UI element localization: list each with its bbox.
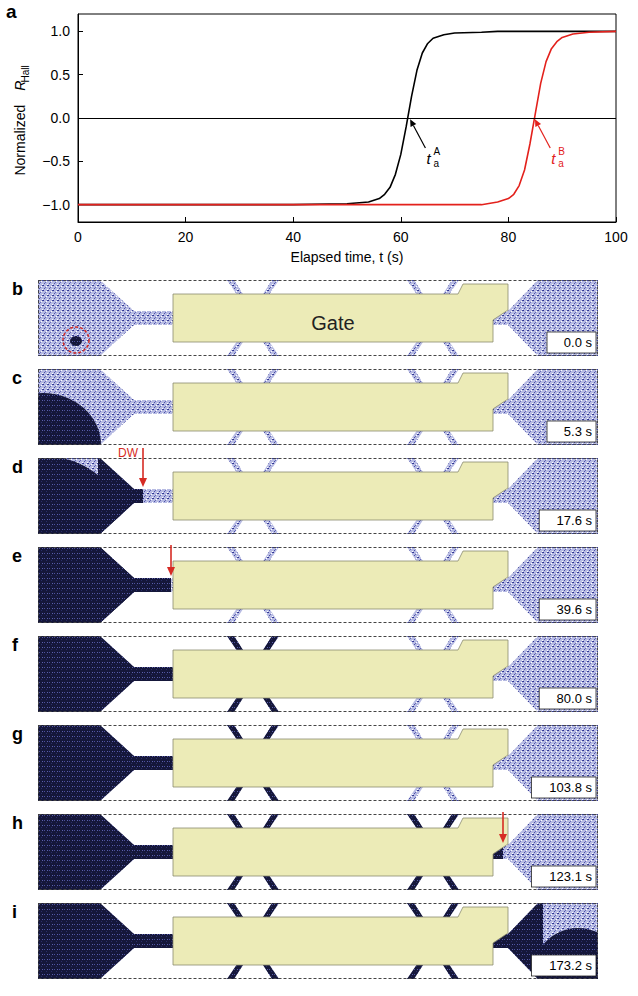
svg-text:h: h <box>12 813 23 833</box>
svg-text:−0.5: −0.5 <box>42 153 70 169</box>
svg-text:a: a <box>558 158 564 169</box>
svg-text:0.0 s: 0.0 s <box>564 335 593 350</box>
svg-text:0: 0 <box>74 229 82 245</box>
svg-text:g: g <box>12 724 23 744</box>
svg-text:i: i <box>12 902 17 922</box>
svg-text:0.5: 0.5 <box>51 67 71 83</box>
svg-text:1.0: 1.0 <box>51 23 71 39</box>
svg-text:e: e <box>12 546 22 566</box>
svg-text:39.6 s: 39.6 s <box>557 602 593 617</box>
svg-text:103.8 s: 103.8 s <box>549 780 592 795</box>
svg-text:t: t <box>551 150 556 167</box>
svg-text:20: 20 <box>178 229 194 245</box>
svg-text:B: B <box>558 146 565 157</box>
svg-text:A: A <box>433 146 440 157</box>
svg-text:173.2 s: 173.2 s <box>549 958 592 973</box>
svg-text:R: R <box>12 80 28 91</box>
svg-text:a: a <box>6 1 17 22</box>
svg-text:100: 100 <box>604 229 628 245</box>
svg-text:t: t <box>426 150 431 167</box>
svg-text:Elapsed time, t (s): Elapsed time, t (s) <box>291 249 404 265</box>
svg-text:123.1 s: 123.1 s <box>549 869 592 884</box>
svg-text:40: 40 <box>285 229 301 245</box>
svg-text:d: d <box>12 457 23 477</box>
svg-text:5.3 s: 5.3 s <box>564 424 593 439</box>
svg-text:Hall: Hall <box>20 65 31 82</box>
svg-text:Normalized: Normalized <box>12 105 28 176</box>
svg-text:c: c <box>12 368 22 388</box>
svg-text:b: b <box>12 279 23 299</box>
svg-text:0.0: 0.0 <box>51 110 71 126</box>
svg-text:17.6 s: 17.6 s <box>557 513 593 528</box>
svg-text:DW: DW <box>118 446 139 460</box>
svg-text:−1.0: −1.0 <box>42 197 70 213</box>
svg-text:80.0 s: 80.0 s <box>557 691 593 706</box>
svg-text:f: f <box>12 635 19 655</box>
svg-text:60: 60 <box>393 229 409 245</box>
svg-text:Gate: Gate <box>311 312 354 334</box>
svg-text:80: 80 <box>501 229 517 245</box>
svg-text:a: a <box>433 158 439 169</box>
